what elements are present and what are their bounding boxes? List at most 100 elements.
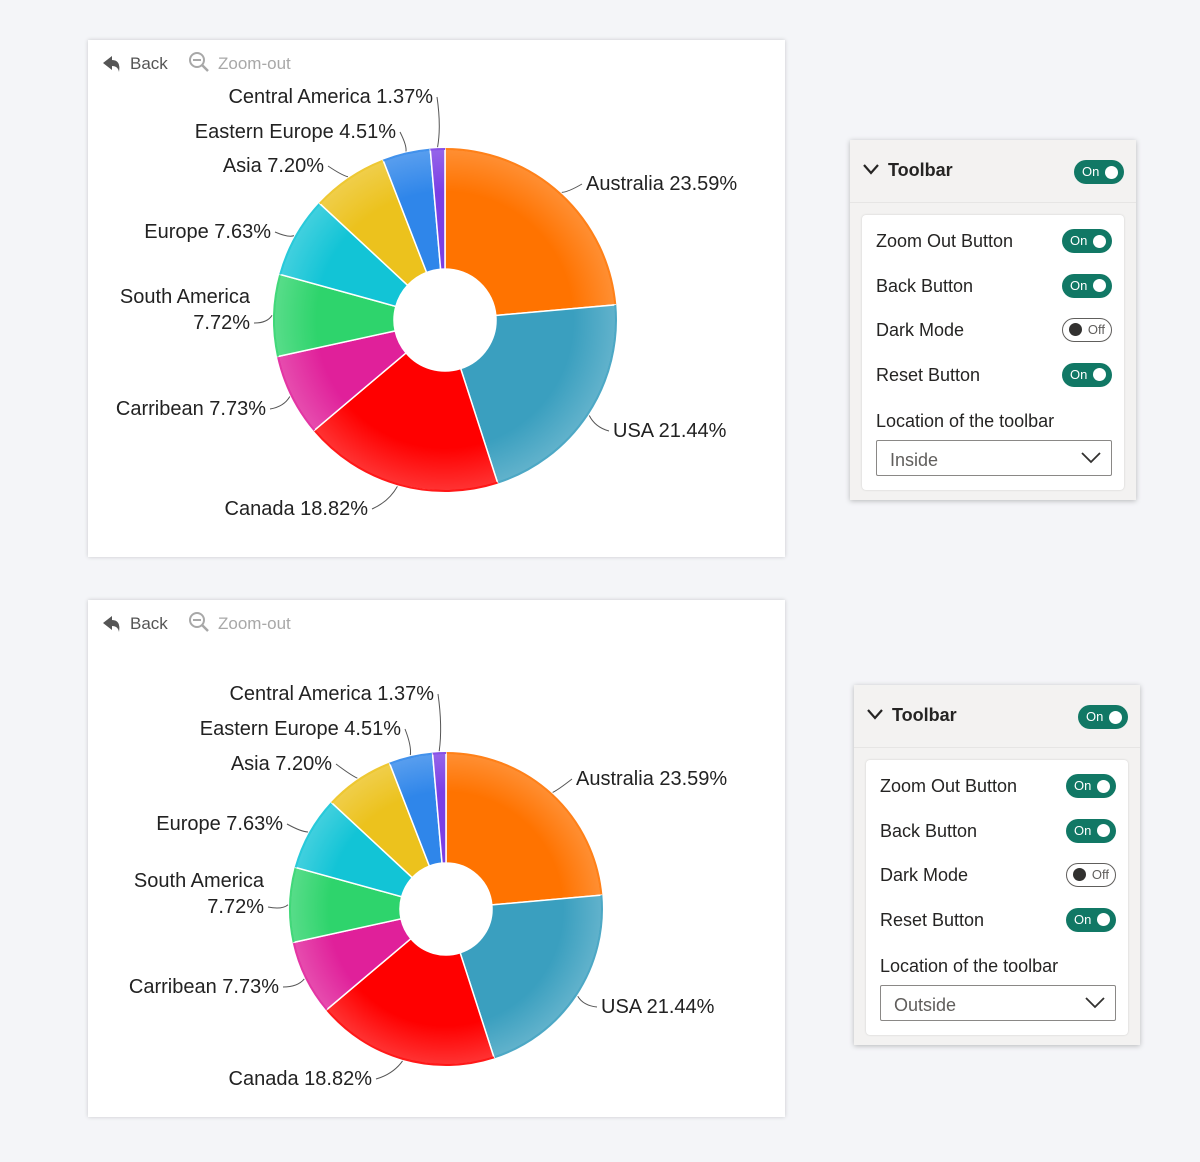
data-label: Central America 1.37% bbox=[229, 683, 434, 705]
toolbar-format-panel: Toolbar On Zoom Out Button On Back Butto… bbox=[850, 140, 1136, 500]
chevron-down-icon bbox=[1081, 452, 1101, 464]
data-label: Asia 7.20% bbox=[223, 155, 324, 177]
toggle-knob bbox=[1105, 165, 1118, 179]
zoom-out-button[interactable]: Zoom-out bbox=[189, 52, 291, 73]
back-button-toggle[interactable]: On bbox=[1062, 273, 1112, 298]
slice-rim bbox=[493, 895, 603, 1059]
donut-chart: Australia 23.59% USA 21.44% Canada 18.82% C… bbox=[116, 86, 738, 520]
toggle-knob bbox=[1093, 279, 1106, 292]
label-connector bbox=[561, 183, 583, 193]
back-button-row: Back Button On bbox=[866, 809, 1128, 854]
chevron-down-icon[interactable] bbox=[866, 707, 884, 721]
label-connector bbox=[269, 396, 291, 410]
slice-rim bbox=[292, 942, 328, 1011]
zoom-out-label: Zoom-out bbox=[218, 614, 291, 633]
toggle-knob bbox=[1097, 779, 1110, 793]
location-select[interactable]: Outside bbox=[880, 985, 1116, 1021]
panel-title: Toolbar bbox=[888, 160, 953, 180]
back-button[interactable]: Back bbox=[103, 54, 168, 73]
back-button[interactable]: Back bbox=[103, 614, 168, 633]
panel-body: Zoom Out Button On Back Button On Dark M… bbox=[866, 760, 1128, 1035]
slice-rim bbox=[279, 202, 321, 275]
label-connector bbox=[274, 231, 295, 237]
row-label: Reset Button bbox=[880, 909, 985, 930]
row-label: Back Button bbox=[880, 820, 978, 841]
reset-button-toggle[interactable]: On bbox=[1066, 907, 1116, 932]
zoom-out-button-row: Zoom Out Button On bbox=[866, 764, 1128, 809]
slice-rim bbox=[294, 802, 333, 868]
panel-title: Toolbar bbox=[892, 705, 957, 725]
back-button-toggle[interactable]: On bbox=[1066, 818, 1116, 843]
data-label: USA 21.44% bbox=[613, 420, 727, 442]
zoom-out-icon bbox=[189, 52, 209, 72]
label-connector bbox=[282, 978, 305, 988]
reset-button-toggle[interactable]: On bbox=[1062, 362, 1112, 387]
toggle-knob bbox=[1093, 234, 1106, 248]
data-label: Asia 7.20% bbox=[231, 753, 332, 775]
data-label: Carribean 7.73% bbox=[116, 398, 266, 420]
zoom-out-label: Zoom-out bbox=[218, 54, 291, 73]
data-label: Canada 18.82% bbox=[229, 1068, 373, 1090]
back-label: Back bbox=[130, 54, 168, 73]
toolbar-toggle[interactable]: On bbox=[1078, 705, 1128, 729]
chevron-down-icon[interactable] bbox=[862, 162, 880, 176]
row-label: Dark Mode bbox=[880, 865, 969, 885]
chart-svg: Back Zoom-out Australia 23.59% USA 21.44%… bbox=[103, 612, 728, 1090]
slice-rim bbox=[430, 148, 446, 151]
toolbar-format-panel: Toolbar On Zoom Out Button On Back Butto… bbox=[854, 685, 1140, 1045]
data-label: South America 7.72% bbox=[120, 286, 251, 334]
slice-rim bbox=[497, 304, 617, 484]
dark-mode-toggle[interactable]: Off bbox=[1062, 318, 1112, 342]
data-label: USA 21.44% bbox=[601, 996, 715, 1018]
slice-rim bbox=[319, 159, 384, 205]
reset-button-row: Reset Button On bbox=[866, 898, 1128, 943]
data-label: Central America 1.37% bbox=[228, 86, 433, 108]
label-connector bbox=[335, 763, 358, 779]
back-label: Back bbox=[130, 614, 168, 633]
slice-rim bbox=[331, 762, 391, 804]
toggle-knob bbox=[1097, 824, 1110, 837]
zoom-out-button[interactable]: Zoom-out bbox=[189, 612, 291, 633]
zoom-out-button-toggle[interactable]: On bbox=[1062, 229, 1112, 253]
location-select[interactable]: Inside bbox=[876, 440, 1112, 476]
back-button-row: Back Button On bbox=[862, 264, 1124, 309]
toggle-knob bbox=[1073, 868, 1086, 881]
reset-button-row: Reset Button On bbox=[862, 353, 1124, 398]
label-connector bbox=[399, 131, 407, 152]
back-arrow-icon bbox=[103, 56, 120, 72]
zoom-out-button-toggle[interactable]: On bbox=[1066, 774, 1116, 798]
row-label: Reset Button bbox=[876, 364, 981, 385]
dark-mode-row: Dark Mode Off bbox=[862, 308, 1124, 353]
data-label: Australia 23.59% bbox=[576, 768, 727, 790]
zoom-out-button-row: Zoom Out Button On bbox=[862, 219, 1124, 264]
label-connector bbox=[404, 728, 412, 756]
label-connector bbox=[267, 904, 289, 909]
panel-header[interactable]: Toolbar On bbox=[854, 685, 1140, 748]
slice-rim bbox=[432, 752, 447, 755]
slice-rim bbox=[445, 752, 603, 896]
location-value: Inside bbox=[890, 450, 939, 470]
data-label: Australia 23.59% bbox=[586, 173, 737, 195]
data-label: Canada 18.82% bbox=[225, 498, 369, 520]
chart-card-inside: Back Zoom-out Australia 23.59% USA 21.44%… bbox=[88, 40, 785, 557]
row-label: Back Button bbox=[876, 275, 974, 296]
panel-header[interactable]: Toolbar On bbox=[850, 140, 1136, 203]
data-label: Europe 7.63% bbox=[144, 221, 271, 243]
location-label: Location of the toolbar bbox=[876, 411, 1055, 431]
row-label: Zoom Out Button bbox=[880, 776, 1018, 796]
label-connector bbox=[436, 96, 440, 148]
data-label: Carribean 7.73% bbox=[129, 976, 279, 998]
row-label: Zoom Out Button bbox=[876, 231, 1014, 251]
label-connector bbox=[375, 1060, 403, 1080]
donut-chart: Australia 23.59% USA 21.44% Canada 18.82% C… bbox=[129, 683, 728, 1090]
location-value: Outside bbox=[894, 995, 957, 1015]
panel-body: Zoom Out Button On Back Button On Dark M… bbox=[862, 215, 1124, 490]
slice-rim bbox=[313, 429, 498, 492]
label-connector bbox=[253, 315, 273, 324]
label-connector bbox=[371, 486, 398, 510]
data-label: Eastern Europe 4.51% bbox=[195, 121, 396, 143]
dark-mode-toggle[interactable]: Off bbox=[1066, 863, 1116, 887]
back-arrow-icon bbox=[103, 616, 120, 632]
toolbar-toggle[interactable]: On bbox=[1074, 160, 1124, 184]
label-connector bbox=[286, 823, 309, 833]
